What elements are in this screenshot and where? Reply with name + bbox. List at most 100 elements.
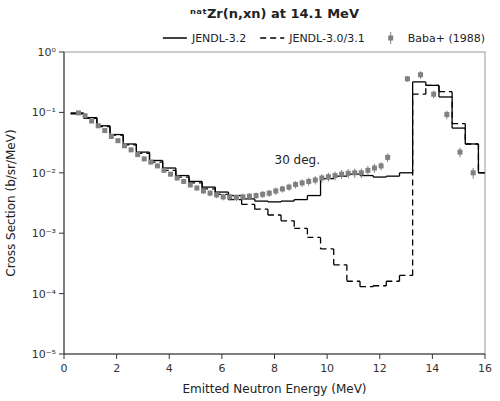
step-riser bbox=[188, 177, 189, 183]
legend-label: JENDL-3.0/3.1 bbox=[288, 32, 365, 45]
point bbox=[201, 188, 206, 193]
point bbox=[161, 168, 166, 173]
x-axis: 0246810121416 bbox=[61, 354, 493, 375]
x-tick-label: 8 bbox=[271, 362, 278, 375]
step-segment bbox=[413, 81, 426, 82]
x-tick-label: 2 bbox=[113, 362, 120, 375]
point bbox=[405, 76, 410, 81]
point bbox=[280, 186, 285, 191]
point bbox=[181, 179, 186, 184]
point bbox=[214, 192, 219, 197]
x-axis-label: Emitted Neutron Energy (MeV) bbox=[182, 382, 366, 396]
y-tick-label: 10⁻⁴ bbox=[32, 288, 57, 301]
y-axis-line bbox=[64, 52, 65, 354]
step-riser bbox=[438, 85, 439, 91]
x-tick-label: 0 bbox=[61, 362, 68, 375]
point bbox=[142, 156, 147, 161]
x-tick bbox=[64, 354, 65, 359]
step-segment bbox=[294, 228, 307, 229]
x-tick-label: 10 bbox=[320, 362, 334, 375]
point bbox=[267, 191, 272, 196]
point bbox=[135, 152, 140, 157]
step-riser bbox=[280, 215, 281, 221]
y-axis-label: Cross Section (b/sr/MeV) bbox=[4, 129, 18, 276]
y-tick bbox=[59, 293, 64, 294]
legend-label: JENDL-3.2 bbox=[191, 32, 246, 45]
step-segment bbox=[386, 281, 399, 282]
x-tick-label: 6 bbox=[218, 362, 225, 375]
y-tick-label: 10⁻² bbox=[32, 167, 56, 180]
point bbox=[444, 112, 449, 117]
legend-swatch bbox=[388, 36, 393, 41]
step-segment bbox=[281, 220, 294, 221]
step-segment bbox=[426, 85, 439, 86]
series bbox=[71, 85, 485, 286]
step-riser bbox=[294, 221, 295, 229]
step-segment bbox=[399, 172, 412, 173]
step-riser bbox=[412, 94, 413, 275]
step-segment bbox=[281, 200, 294, 201]
point bbox=[254, 193, 259, 198]
point bbox=[385, 155, 390, 160]
step-segment bbox=[413, 94, 426, 95]
y-tick bbox=[59, 172, 64, 173]
legend-item: JENDL-3.0/3.1 bbox=[260, 32, 365, 45]
point bbox=[234, 195, 239, 200]
point bbox=[346, 171, 351, 176]
step-riser bbox=[254, 204, 255, 209]
step-segment bbox=[478, 172, 485, 173]
legend-item: Baba+ (1988) bbox=[388, 32, 485, 45]
step-riser bbox=[267, 209, 268, 215]
point bbox=[273, 188, 278, 193]
step-riser bbox=[109, 127, 110, 135]
legend-item: JENDL-3.2 bbox=[163, 32, 246, 45]
step-riser bbox=[333, 249, 334, 265]
x-tick-label: 14 bbox=[425, 362, 439, 375]
point bbox=[458, 150, 463, 155]
step-segment bbox=[386, 176, 399, 177]
annotation: 30 deg. bbox=[275, 153, 321, 167]
step-segment bbox=[189, 181, 202, 182]
point bbox=[168, 172, 173, 177]
point bbox=[319, 176, 324, 181]
point bbox=[148, 160, 153, 165]
x-tick bbox=[485, 354, 486, 359]
point bbox=[352, 170, 357, 175]
x-tick-label: 4 bbox=[166, 362, 173, 375]
point bbox=[208, 191, 213, 196]
x-tick bbox=[432, 354, 433, 359]
point bbox=[240, 194, 245, 199]
point bbox=[365, 168, 370, 173]
legend-label: Baba+ (1988) bbox=[408, 32, 485, 45]
step-riser bbox=[478, 144, 479, 173]
legend-swatch bbox=[163, 37, 187, 39]
step-segment bbox=[360, 286, 373, 287]
point bbox=[102, 128, 107, 133]
step-riser bbox=[399, 275, 400, 281]
plot-frame bbox=[64, 52, 485, 354]
x-tick bbox=[169, 354, 170, 359]
step-segment bbox=[373, 176, 386, 177]
point bbox=[115, 138, 120, 143]
point bbox=[76, 110, 81, 115]
x-tick-label: 12 bbox=[373, 362, 387, 375]
point bbox=[431, 92, 436, 97]
step-riser bbox=[307, 228, 308, 237]
step-segment bbox=[294, 199, 307, 200]
point bbox=[333, 173, 338, 178]
step-segment bbox=[478, 172, 485, 173]
chart: 024681012141610⁻⁵10⁻⁴10⁻³10⁻²10⁻¹10⁰Emit… bbox=[0, 0, 500, 401]
point bbox=[96, 123, 101, 128]
y-tick bbox=[59, 233, 64, 234]
legend-swatch bbox=[260, 37, 284, 39]
series bbox=[71, 82, 485, 202]
series bbox=[76, 71, 476, 201]
legend: JENDL-3.2 JENDL-3.0/3.1 Baba+ (1988) bbox=[163, 32, 485, 45]
point bbox=[188, 182, 193, 187]
step-segment bbox=[202, 186, 215, 187]
step-segment bbox=[321, 248, 334, 249]
plot-area bbox=[71, 71, 485, 286]
step-riser bbox=[346, 265, 347, 281]
x-tick bbox=[379, 354, 380, 359]
step-segment bbox=[242, 204, 255, 205]
